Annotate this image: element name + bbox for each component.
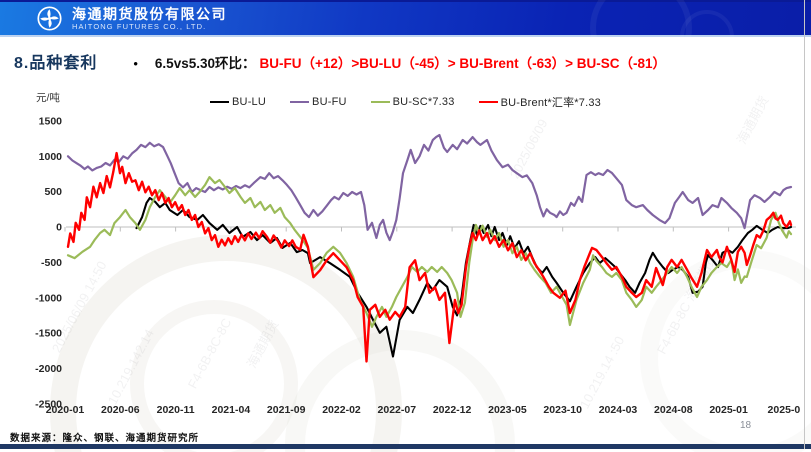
x-tick-label: 2024-08 bbox=[654, 404, 693, 416]
legend-item-BU-LU: BU-LU bbox=[210, 96, 266, 108]
y-tick-label: 1500 bbox=[39, 115, 63, 127]
series-line-BU-SC*7.33 bbox=[66, 176, 793, 328]
comparison-label: 6.5vs5.30环比： bbox=[154, 56, 256, 71]
x-tick-label: 2020-01 bbox=[46, 404, 85, 416]
series-line-BU-FU bbox=[66, 133, 793, 242]
haitong-logo-icon bbox=[37, 6, 62, 31]
x-tick-label: 2021-04 bbox=[212, 404, 251, 416]
comparison-values: BU-FU（+12）>BU-LU（-45）> BU-Brent（-63）> BU… bbox=[259, 56, 667, 71]
series-line-BU-LU bbox=[135, 196, 793, 358]
y-tick-label: 0 bbox=[56, 222, 62, 234]
chart-legend: BU-LU BU-FU BU-SC*7.33 BU-Brent*汇率*7.33 bbox=[0, 94, 811, 110]
bullet-point: • bbox=[133, 56, 138, 71]
legend-label: BU-FU bbox=[312, 96, 347, 108]
x-tick-label: 2025-01 bbox=[709, 404, 748, 416]
page-number: 18 bbox=[740, 420, 752, 431]
x-tick-label: 2022-07 bbox=[378, 404, 417, 416]
x-tick-label: 2023-10 bbox=[543, 404, 582, 416]
company-name-en: HAITONG FUTURES CO., LTD. bbox=[72, 21, 207, 31]
legend-label: BU-Brent*汇率*7.33 bbox=[500, 97, 601, 109]
legend-item-BU-FU: BU-FU bbox=[290, 96, 347, 108]
y-tick-label: 1000 bbox=[39, 151, 63, 163]
title-row: 8.品种套利 • 6.5vs5.30环比： BU-FU（+12）>BU-LU（-… bbox=[14, 49, 666, 73]
y-tick-label: -1000 bbox=[35, 292, 62, 304]
x-tick-label: 2022-12 bbox=[433, 404, 472, 416]
company-name-block: 海通期货股份有限公司 HAITONG FUTURES CO., LTD. bbox=[72, 5, 227, 31]
legend-item-BU-SC*7.33: BU-SC*7.33 bbox=[370, 96, 455, 108]
x-tick-label: 2023-05 bbox=[488, 404, 527, 416]
legend-label: BU-LU bbox=[232, 96, 267, 108]
legend-swatch bbox=[290, 100, 310, 104]
y-tick-label: -2500 bbox=[35, 398, 62, 410]
company-name-cn: 海通期货股份有限公司 bbox=[72, 5, 227, 22]
legend-label: BU-SC*7.33 bbox=[392, 96, 455, 108]
slide-right-border bbox=[804, 0, 805, 449]
x-tick-label: 2022-02 bbox=[322, 404, 361, 416]
bottom-bar bbox=[0, 444, 811, 449]
data-source: 数据来源：隆众、钢联、海通期货研究所 bbox=[10, 433, 200, 444]
x-tick-label: 2021-09 bbox=[267, 404, 306, 416]
header-decoration bbox=[680, 10, 734, 64]
y-tick-label: -2000 bbox=[35, 363, 62, 375]
x-tick-label: 2020-11 bbox=[157, 404, 195, 416]
y-tick-label: -1500 bbox=[35, 328, 62, 340]
section-title: 8.品种套利 bbox=[14, 55, 98, 72]
legend-item-BU-Brent*汇率*7.33: BU-Brent*汇率*7.33 bbox=[478, 94, 601, 110]
header-bar: 海通期货股份有限公司 HAITONG FUTURES CO., LTD. bbox=[0, 0, 811, 79]
legend-swatch bbox=[370, 100, 390, 104]
y-tick-label: -500 bbox=[41, 257, 62, 269]
x-tick-label: 2025-0 bbox=[768, 404, 801, 416]
legend-swatch bbox=[478, 100, 498, 104]
series-line-BU-Brent*汇率*7.33 bbox=[66, 151, 793, 363]
x-tick-label: 2024-03 bbox=[599, 404, 638, 416]
legend-swatch bbox=[210, 100, 230, 104]
y-axis-unit: 元/吨 bbox=[36, 91, 60, 104]
y-tick-label: 500 bbox=[44, 186, 62, 198]
x-tick-label: 2020-06 bbox=[101, 404, 140, 416]
